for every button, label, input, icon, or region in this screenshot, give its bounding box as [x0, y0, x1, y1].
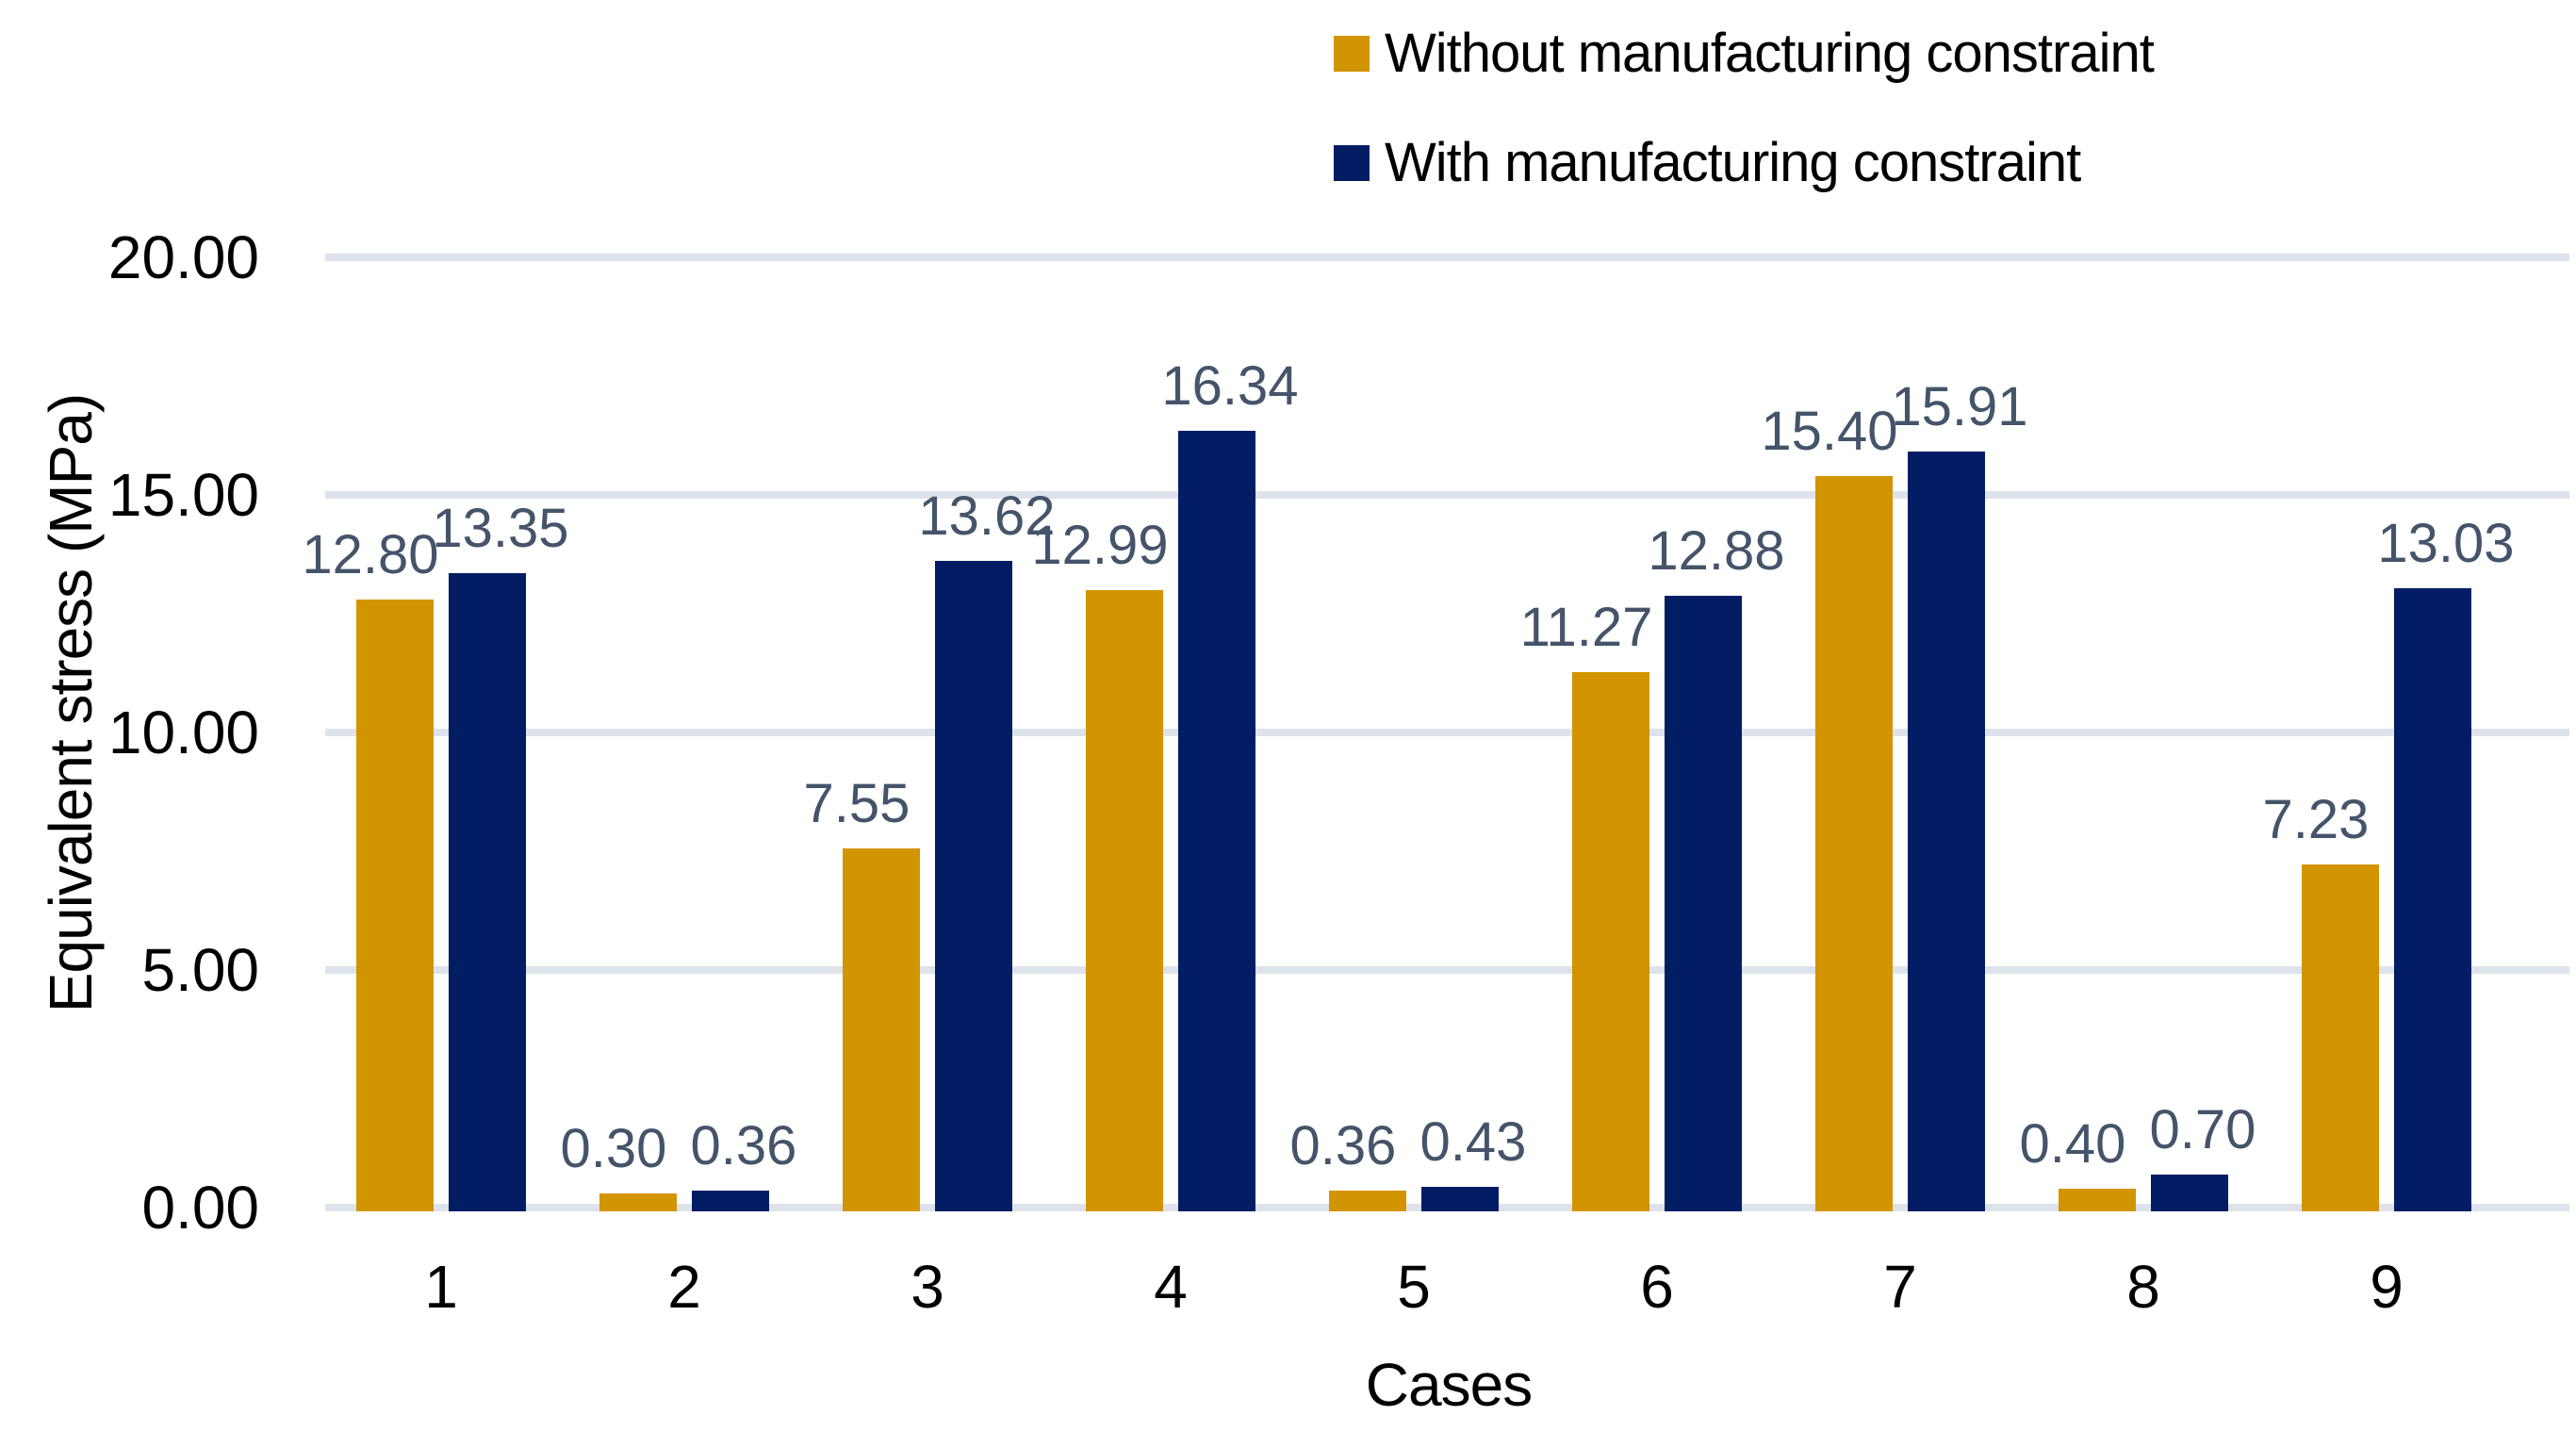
data-label-case3-with-constraint: 13.62 [918, 485, 1056, 547]
gridline [325, 729, 2569, 736]
data-label-case3-without-constraint: 7.55 [803, 773, 911, 835]
bar-case4-with-constraint [1178, 431, 1255, 1211]
x-axis-tick-label: 4 [1154, 1253, 1188, 1321]
bar-case2-without-constraint [599, 1192, 677, 1211]
legend-marker-with-constraint-icon [1334, 144, 1370, 181]
x-axis-tick-label: 2 [667, 1253, 701, 1321]
bar-case4-without-constraint [1086, 590, 1163, 1211]
data-label-case4-with-constraint: 16.34 [1161, 355, 1299, 418]
gridline [325, 966, 2569, 974]
bar-case9-with-constraint [2394, 588, 2471, 1211]
bar-case6-without-constraint [1572, 671, 1649, 1211]
data-label-case9-with-constraint: 13.03 [2377, 513, 2515, 575]
y-axis-tick-label: 20.00 [107, 223, 259, 291]
x-axis-tick-label: 3 [911, 1253, 944, 1321]
data-label-case8-without-constraint: 0.40 [2019, 1112, 2126, 1175]
x-axis-tick-label: 5 [1397, 1253, 1431, 1321]
bar-case6-with-constraint [1665, 595, 1742, 1211]
bar-case2-with-constraint [692, 1190, 769, 1211]
y-axis-tick-label: 5.00 [141, 936, 259, 1004]
bar-case9-without-constraint [2302, 864, 2379, 1211]
bar-case5-with-constraint [1421, 1187, 1499, 1211]
bar-case3-without-constraint [843, 848, 920, 1211]
x-axis-tick-label: 8 [2126, 1253, 2160, 1321]
data-label-case7-with-constraint: 15.91 [1891, 376, 2028, 438]
data-label-case6-without-constraint: 11.27 [1519, 596, 1653, 658]
y-axis-tick-label: 15.00 [107, 461, 259, 529]
data-label-case1-without-constraint: 12.80 [302, 523, 439, 585]
data-label-case2-with-constraint: 0.36 [690, 1114, 797, 1176]
data-label-case5-with-constraint: 0.43 [1419, 1111, 1527, 1174]
bar-case1-with-constraint [449, 573, 526, 1211]
data-label-case6-with-constraint: 12.88 [1648, 519, 1785, 582]
gridline [325, 254, 2569, 261]
gridline [325, 491, 2569, 499]
x-axis-tick-label: 7 [1883, 1253, 1917, 1321]
data-label-case4-without-constraint: 12.99 [1031, 515, 1169, 577]
bar-case1-without-constraint [356, 599, 434, 1211]
legend-item-without-constraint: Without manufacturing constraint [1334, 22, 2155, 85]
bar-case7-with-constraint [1908, 452, 1985, 1211]
data-label-case7-without-constraint: 15.40 [1761, 400, 1898, 462]
legend-marker-without-constraint-icon [1334, 35, 1370, 72]
x-axis-tick-label: 9 [2370, 1253, 2404, 1321]
legend-label-without-constraint: Without manufacturing constraint [1385, 23, 2155, 84]
data-label-case5-without-constraint: 0.36 [1289, 1114, 1397, 1176]
bar-case7-without-constraint [1815, 475, 1893, 1211]
data-label-case1-with-constraint: 13.35 [432, 498, 569, 560]
data-label-case8-with-constraint: 0.70 [2149, 1098, 2256, 1160]
bar-case8-without-constraint [2059, 1188, 2136, 1211]
x-axis-tick-label: 1 [424, 1253, 458, 1321]
y-axis-tick-label: 10.00 [107, 699, 259, 766]
legend-item-with-constraint: With manufacturing constraint [1334, 131, 2081, 194]
bar-case3-with-constraint [935, 560, 1012, 1211]
data-label-case9-without-constraint: 7.23 [2262, 788, 2370, 850]
x-axis-tick-label: 6 [1640, 1253, 1674, 1321]
y-axis-tick-label: 0.00 [141, 1174, 259, 1242]
bar-case8-with-constraint [2151, 1174, 2228, 1211]
data-label-case2-without-constraint: 0.30 [560, 1117, 667, 1179]
legend-label-with-constraint: With manufacturing constraint [1385, 132, 2081, 193]
bar-case5-without-constraint [1329, 1190, 1406, 1211]
x-axis-title: Cases [1365, 1351, 1533, 1419]
